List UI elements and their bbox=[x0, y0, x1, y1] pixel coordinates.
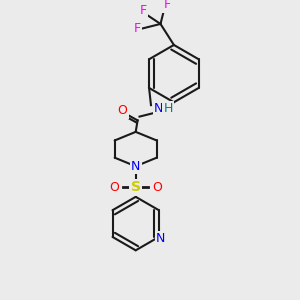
Text: H: H bbox=[164, 103, 173, 116]
Text: N: N bbox=[156, 232, 166, 245]
Text: O: O bbox=[110, 181, 120, 194]
Text: F: F bbox=[134, 22, 141, 35]
Text: F: F bbox=[140, 4, 147, 17]
Text: S: S bbox=[131, 180, 141, 194]
Text: O: O bbox=[152, 181, 162, 194]
Text: O: O bbox=[117, 104, 127, 117]
Text: N: N bbox=[131, 160, 140, 173]
Text: F: F bbox=[164, 0, 171, 11]
Text: N: N bbox=[154, 103, 163, 116]
